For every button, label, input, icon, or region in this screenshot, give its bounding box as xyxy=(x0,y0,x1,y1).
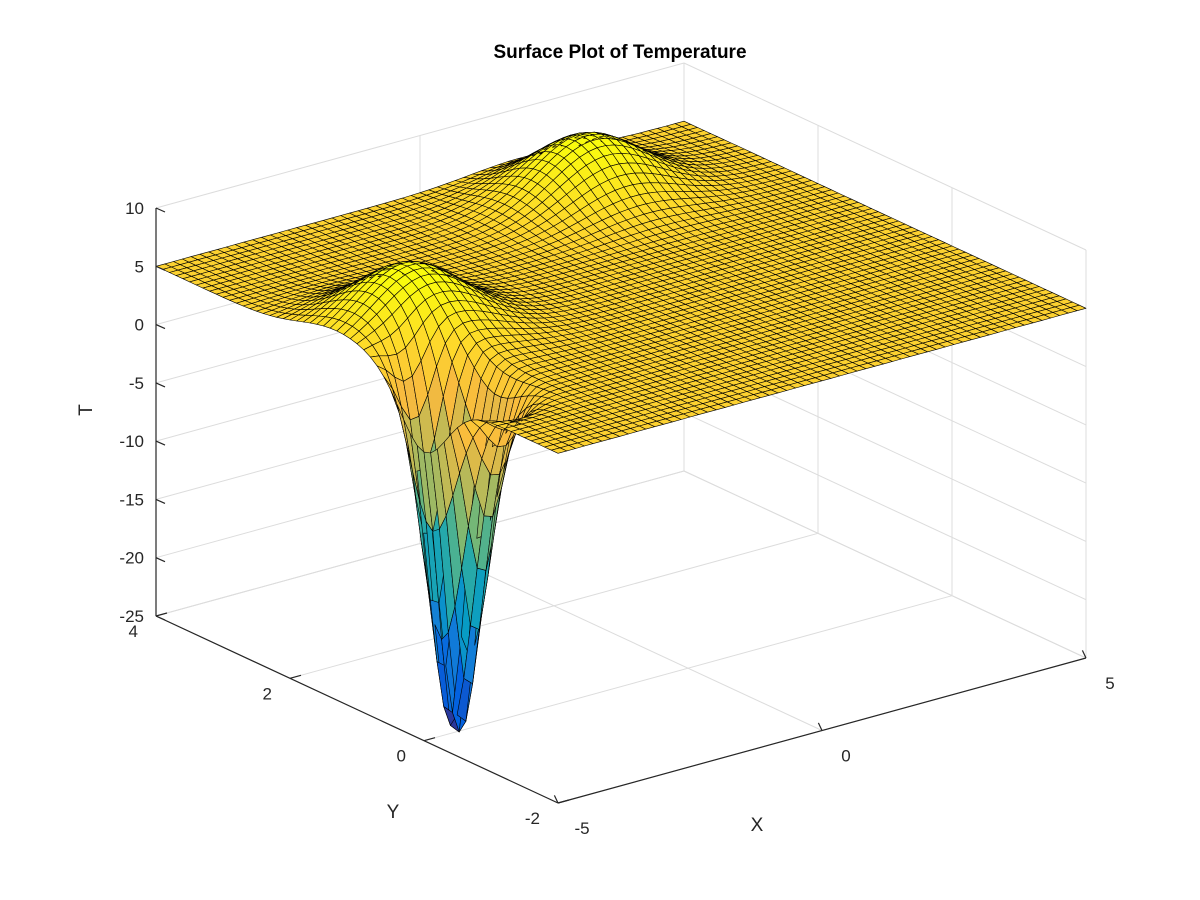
y-axis-label: Y xyxy=(387,802,400,823)
gridline-floor-y xyxy=(289,532,819,679)
z-tick-label: 5 xyxy=(135,257,144,276)
x-tick-label: 5 xyxy=(1105,674,1114,693)
z-tick-label: -5 xyxy=(129,374,144,393)
z-tick-label: -25 xyxy=(119,607,144,626)
z-tick-label: 10 xyxy=(125,199,144,218)
z-tick-label: -10 xyxy=(119,432,144,451)
gridline-floor-y xyxy=(423,595,953,742)
y-tick-label: 2 xyxy=(263,684,272,703)
gridline-floor-y xyxy=(155,470,685,617)
z-tick-label: -15 xyxy=(119,490,144,509)
x-tick-label: -5 xyxy=(574,819,589,838)
gridline-right-z xyxy=(683,412,1087,601)
y-tick-label: -2 xyxy=(525,809,540,828)
z-tick-label: 0 xyxy=(135,316,144,335)
x-tick-label: 0 xyxy=(841,747,850,766)
z-axis-label: T xyxy=(76,404,97,416)
z-tick-label: -20 xyxy=(119,549,144,568)
chart-title: Surface Plot of Temperature xyxy=(493,42,746,63)
x-axis-label: X xyxy=(751,815,764,836)
gridline-floor-x xyxy=(683,470,1087,659)
y-tick-label: 0 xyxy=(397,747,406,766)
surface-mesh xyxy=(155,120,1087,733)
gridline-right-z xyxy=(683,62,1087,251)
